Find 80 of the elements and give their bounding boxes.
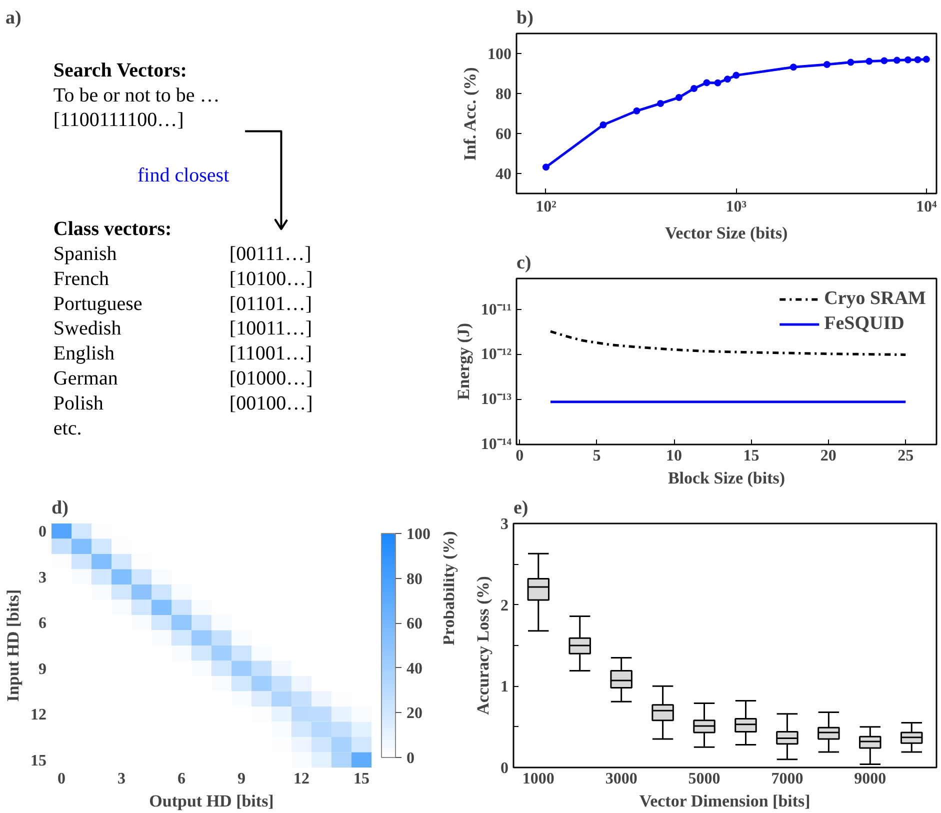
chart-title: c)	[516, 252, 532, 274]
x-tick-label: 20	[820, 448, 836, 464]
color-bar-title: Probability (%)	[439, 531, 458, 646]
x-tick-label: 7000	[771, 770, 804, 788]
x-axis-title: Vector Size (bits)	[664, 224, 788, 242]
text: [11001…]	[229, 342, 312, 365]
x-axis-title: Output HD [bits]	[149, 792, 274, 810]
text: a)	[6, 8, 22, 28]
color-bar-label: 0	[406, 750, 414, 767]
y-tick-label: 12	[30, 706, 46, 724]
x-tick-label: 0	[516, 448, 524, 464]
chart-title: d)	[52, 498, 68, 518]
y-tick-label: 10⁻¹⁴	[480, 436, 512, 453]
x-tick-label: 6	[178, 770, 186, 788]
y-tick-label: 6	[38, 615, 46, 632]
text: Swedish	[53, 318, 122, 340]
text: [01000…]	[229, 367, 313, 390]
y-tick-label: 3	[38, 569, 46, 586]
x-tick-label: 10	[666, 448, 682, 464]
y-axis-title: Inf. Acc. (%)	[460, 67, 480, 161]
color-bar-label: 80	[406, 570, 422, 588]
x-axis-title: Block Size (bits)	[668, 468, 786, 488]
y-tick-label: 40	[496, 166, 512, 183]
text: Portuguese	[53, 292, 142, 315]
y-tick-label: 0	[500, 760, 508, 777]
x-tick-label: 10²	[536, 198, 557, 216]
y-tick-label: 100	[488, 46, 512, 63]
color-bar-label: 20	[406, 705, 422, 722]
y-tick-label: 3	[500, 516, 508, 533]
y-tick-label: 15	[30, 752, 46, 770]
x-tick-label: 25	[898, 448, 914, 464]
text: Class vectors:	[53, 218, 172, 240]
text: [01101…]	[229, 292, 312, 315]
y-tick-label: 2	[500, 597, 508, 614]
text: [10100…]	[229, 268, 313, 290]
y-tick-label: 10⁻¹²	[480, 346, 512, 364]
y-tick-label: 10⁻¹³	[480, 391, 512, 408]
color-bar-label: 60	[406, 616, 422, 633]
chart-title: e)	[514, 498, 528, 518]
x-tick-label: 0	[58, 770, 66, 788]
x-tick-label: 9000	[854, 770, 886, 788]
x-tick-label: 9	[238, 770, 246, 788]
text: [1100111100…]	[53, 109, 184, 132]
x-tick-label: 1000	[522, 770, 554, 788]
x-tick-label: 10⁴	[916, 198, 938, 216]
text: Search Vectors:	[53, 59, 187, 82]
x-tick-label: 3	[118, 770, 126, 788]
x-axis-title: Vector Dimension [bits]	[639, 792, 810, 810]
y-axis-title: Input HD [bits]	[4, 589, 22, 702]
y-axis-title: Energy (J)	[454, 323, 473, 400]
y-tick-label: 0	[38, 524, 46, 541]
legend-label: FeSQUID	[824, 313, 904, 335]
text: etc.	[53, 417, 82, 440]
x-tick-label: 5	[592, 448, 601, 464]
text: [10011…]	[229, 318, 312, 340]
x-tick-label: 15	[354, 770, 370, 788]
x-tick-label: 10³	[726, 198, 747, 216]
y-axis-title: Accuracy Loss (%)	[474, 576, 492, 715]
color-bar-label: 100	[406, 526, 430, 543]
y-tick-label: 10⁻¹¹	[480, 301, 512, 318]
text: English	[53, 342, 115, 365]
text: [00111…]	[229, 242, 312, 265]
x-tick-label: 5000	[688, 770, 720, 788]
chart-title: b)	[516, 8, 534, 28]
y-tick-label: 1	[500, 678, 508, 696]
text: To be or not to be …	[53, 84, 220, 106]
text: German	[53, 367, 118, 390]
legend-label: Cryo SRAM	[824, 288, 926, 310]
x-tick-label: 12	[294, 770, 310, 788]
text: [00100…]	[229, 392, 313, 414]
y-tick-label: 80	[496, 86, 512, 103]
color-bar-label: 40	[406, 660, 422, 678]
text: French	[53, 268, 109, 290]
y-tick-label: 60	[496, 126, 512, 143]
text: Polish	[53, 392, 104, 414]
text: find closest	[138, 164, 230, 187]
y-tick-label: 9	[38, 660, 46, 678]
x-tick-label: 3000	[605, 770, 638, 788]
x-tick-label: 15	[743, 448, 760, 464]
text: Spanish	[53, 242, 117, 265]
